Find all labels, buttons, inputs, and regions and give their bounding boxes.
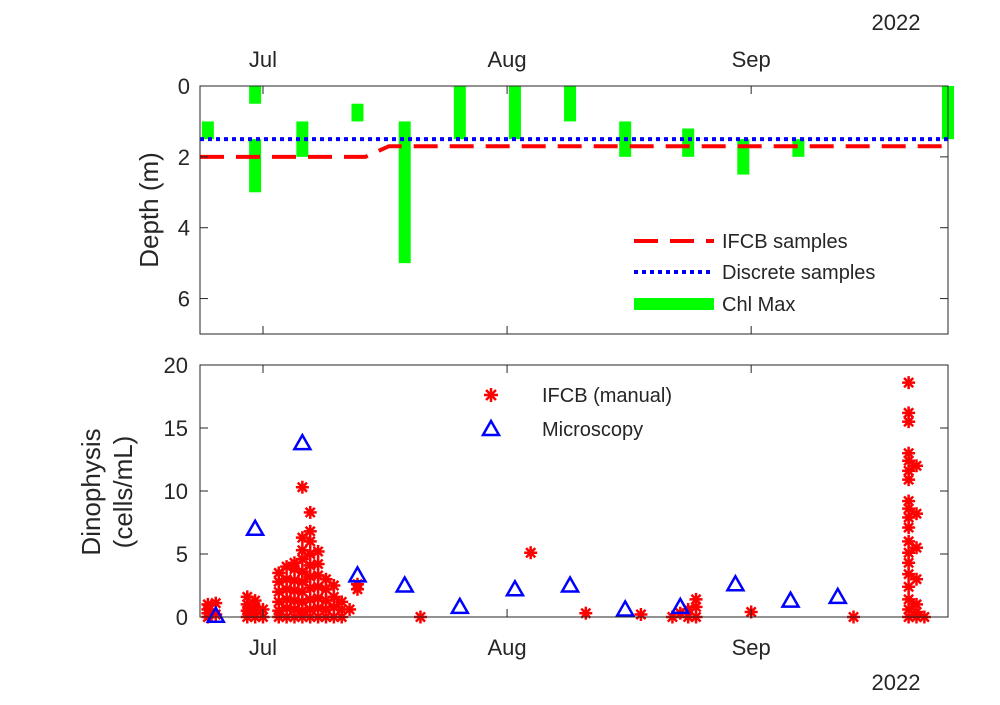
ifcb-manual-point xyxy=(343,602,357,616)
dinophysis-x-tick-label: Sep xyxy=(732,635,771,660)
ifcb-manual-point xyxy=(910,507,924,521)
legend-ifcb-samples-label: IFCB samples xyxy=(722,231,848,253)
microscopy-point xyxy=(292,432,313,451)
ifcb-samples-line xyxy=(200,144,948,159)
microscopy-point xyxy=(725,573,746,592)
depth-legend: IFCB samples Discrete samples Chl Max xyxy=(634,231,875,316)
dinophysis-x-tick-label: Aug xyxy=(487,635,526,660)
dinophysis-y-tick-label: 15 xyxy=(164,416,188,441)
ifcb-manual-point xyxy=(902,406,916,420)
ifcb-manual-point xyxy=(303,524,317,538)
dinophysis-legend: IFCB (manual) Microscopy xyxy=(480,385,672,441)
ifcb-manual-point xyxy=(902,580,916,594)
depth-x-tick-label: Jul xyxy=(249,47,277,72)
dinophysis-x-ticks: Jul Aug Sep xyxy=(249,365,771,660)
ifcb-manual-point xyxy=(295,480,309,494)
depth-panel: 0 2 4 6 Jul Aug Sep 2022 Depth (m) IFCB sampl… xyxy=(134,10,954,335)
dinophysis-y-tick-label: 20 xyxy=(164,353,188,378)
depth-y-tick-label: 4 xyxy=(178,216,190,241)
legend-ifcb-manual-marker xyxy=(484,388,498,402)
microscopy-point xyxy=(244,518,266,537)
chl-max-bar xyxy=(249,139,262,193)
depth-y-ticks: 0 2 4 6 xyxy=(178,74,948,312)
ifcb-manual-point xyxy=(910,572,924,586)
microscopy-point xyxy=(205,605,226,623)
legend-ifcb-manual-label: IFCB (manual) xyxy=(542,385,672,407)
microscopy-point xyxy=(780,590,801,608)
dinophysis-y-label-line2: (cells/mL) xyxy=(108,436,138,549)
ifcb-manual-point xyxy=(910,597,924,611)
ifcb-manual-point xyxy=(311,557,325,571)
chl-max-bar xyxy=(398,121,411,264)
chl-max-bar xyxy=(564,86,577,122)
microscopy-point xyxy=(449,596,470,615)
microscopy-point xyxy=(559,574,581,593)
depth-x-tick-label: Aug xyxy=(487,47,526,72)
depth-y-tick-label: 6 xyxy=(178,287,190,312)
microscopy-point xyxy=(394,574,415,593)
depth-y-tick-label: 2 xyxy=(178,145,190,170)
chl-max-bar xyxy=(351,103,364,122)
ifcb-manual-point xyxy=(524,546,538,560)
chl-max-bar xyxy=(508,86,521,140)
depth-y-tick-label: 0 xyxy=(178,74,190,99)
ifcb-manual-point xyxy=(327,579,341,592)
ifcb-manual-point xyxy=(902,534,916,548)
depth-plot-area xyxy=(199,85,949,335)
ifcb-manual-point xyxy=(319,572,333,586)
microscopy-points xyxy=(205,432,848,623)
depth-x-ticks: Jul Aug Sep xyxy=(249,47,771,334)
dinophysis-panel: 0 5 10 15 20 Jul Aug Sep 2022 Dinophysis (cell… xyxy=(76,353,949,695)
legend-microscopy-marker xyxy=(480,418,502,437)
ifcb-manual-point xyxy=(902,473,916,487)
chl-max-bar xyxy=(296,121,309,157)
ifcb-manual-point xyxy=(902,546,916,560)
dinophysis-y-tick-label: 0 xyxy=(176,605,188,630)
ifcb-manual-point xyxy=(303,505,317,519)
dinophysis-y-label-line1: Dinophysis xyxy=(76,428,106,555)
ifcb-manual-point xyxy=(311,580,325,594)
dinophysis-y-tick-label: 5 xyxy=(176,542,188,567)
ifcb-manual-point xyxy=(902,376,916,390)
ifcb-manual-point xyxy=(579,606,593,620)
legend-chl-max-label: Chl Max xyxy=(722,294,795,316)
ifcb-manual-point xyxy=(311,544,325,558)
microscopy-point xyxy=(615,598,636,617)
microscopy-point xyxy=(504,578,526,597)
ifcb-manual-point xyxy=(335,595,349,609)
dinophysis-y-tick-label: 10 xyxy=(164,479,188,504)
ifcb-manual-point xyxy=(689,600,703,614)
microscopy-point xyxy=(827,586,848,605)
legend-microscopy-label: Microscopy xyxy=(542,419,643,441)
chl-max-bar xyxy=(453,86,466,140)
ifcb-manual-point xyxy=(350,577,364,591)
ifcb-manual-point xyxy=(902,494,916,508)
chl-max-bar xyxy=(682,128,695,157)
microscopy-point xyxy=(347,564,368,583)
ifcb-manual-point xyxy=(910,541,924,555)
ifcb-manual-point xyxy=(902,415,916,429)
microscopy-point xyxy=(670,596,691,615)
ifcb-manual-point xyxy=(209,596,223,610)
ifcb-manual-point xyxy=(910,459,924,473)
depth-x-tick-label: Sep xyxy=(732,47,771,72)
depth-year-label: 2022 xyxy=(872,10,921,35)
dinophysis-year-label: 2022 xyxy=(872,670,921,695)
legend-discrete-samples-label: Discrete samples xyxy=(722,262,875,284)
legend-ifcb-manual-star xyxy=(484,388,498,402)
dinophysis-y-ticks: 0 5 10 15 20 xyxy=(164,353,948,630)
dinophysis-y-axis-label: Dinophysis (cells/mL) xyxy=(76,428,138,555)
chl-max-bar xyxy=(201,121,214,140)
chl-max-bar xyxy=(792,139,805,157)
ifcb-manual-point xyxy=(902,446,916,460)
dinophysis-x-tick-label: Jul xyxy=(249,635,277,660)
ifcb-manual-point xyxy=(634,607,648,621)
chl-max-bar xyxy=(249,86,262,104)
depth-y-axis-label: Depth (m) xyxy=(134,152,164,268)
